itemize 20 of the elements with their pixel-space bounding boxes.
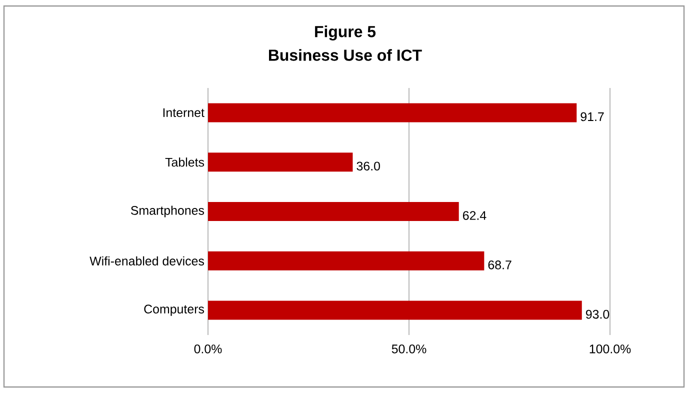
- data-label: 91.7: [580, 112, 604, 122]
- y-tick-label: Wifi-enabled devices: [90, 256, 204, 266]
- data-label: 68.7: [488, 260, 512, 270]
- data-label: 93.0: [586, 310, 610, 319]
- y-tick-label: Smartphones: [130, 206, 204, 218]
- bar: [208, 103, 577, 122]
- y-tick-label: Internet: [163, 108, 204, 118]
- bar: [208, 202, 459, 222]
- data-label: 36.0: [356, 162, 380, 171]
- x-tick-label: 0.0%: [194, 344, 222, 354]
- bar: [208, 152, 353, 172]
- bar: [208, 251, 484, 270]
- y-tick-label: Tablets: [165, 158, 204, 167]
- data-label: 62.4: [462, 211, 486, 220]
- chart-subtitle: Business Use of ICT: [269, 49, 422, 61]
- chart-title: Figure 5: [315, 26, 376, 40]
- bar: [208, 300, 582, 320]
- x-tick-label: 100.0%: [590, 344, 631, 354]
- y-tick-label: Computers: [144, 304, 204, 316]
- x-tick-label: 50.0%: [392, 344, 426, 354]
